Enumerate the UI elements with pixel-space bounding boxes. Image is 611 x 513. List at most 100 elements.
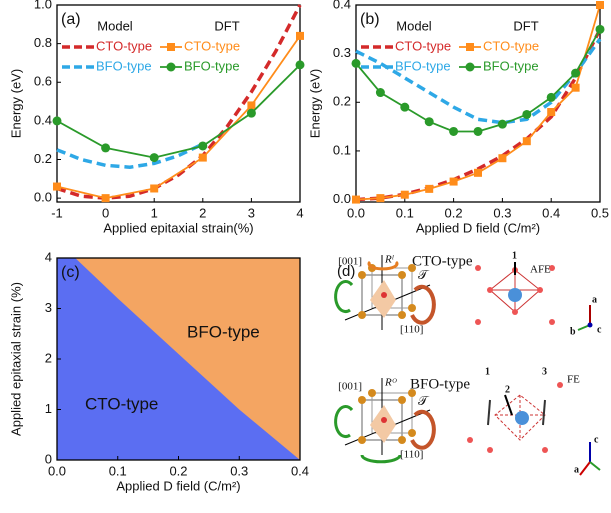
x-axis-label: Applied epitaxial strain(%) (103, 220, 253, 235)
x-tick-label: 3 (248, 205, 255, 220)
legend-header: Model (97, 18, 133, 33)
axis-label: a (592, 294, 597, 305)
panel-label: (d) (337, 263, 355, 280)
x-tick-label: 0.5 (591, 205, 609, 220)
line (355, 38, 602, 125)
marker (449, 126, 459, 136)
y-tick-label: 4 (45, 249, 52, 264)
y-tick-label: 0.8 (34, 35, 52, 50)
y-tick-label: 2 (45, 350, 52, 365)
marker (498, 154, 507, 163)
cto-cube (334, 255, 436, 330)
translation-label: 𝒯 (418, 267, 430, 282)
site-label: 3 (542, 366, 547, 377)
y-tick-label: 1 (45, 401, 52, 416)
x-tick-label: 0.3 (493, 205, 511, 220)
x-tick-label: 0.2 (169, 463, 187, 478)
y-axis-label: Energy (eV) (8, 69, 23, 138)
axis-label: c (597, 324, 602, 335)
panel: 0.0 0.1 0.2 0.3 0.4 0.50.00.10.20.30.4Applied… (307, 0, 609, 235)
legend-label: CTO-type (184, 38, 240, 53)
marker (351, 58, 361, 68)
x-tick-label: 0.4 (542, 205, 560, 220)
axis-label: a (574, 464, 579, 475)
marker (473, 126, 483, 136)
afe-octahedra (475, 262, 593, 331)
x-tick-label: 0 (102, 205, 109, 220)
axis-label: c (594, 434, 599, 445)
x-axis-label: Applied D field (C/m²) (116, 478, 240, 493)
marker (474, 168, 482, 177)
structure-name: CTO-type (412, 253, 473, 269)
legend-label: CTO-type (395, 38, 451, 53)
y-tick-label: 0.0 (333, 191, 351, 206)
x-tick-label: 0.3 (230, 463, 248, 478)
line (56, 142, 204, 169)
y-tick-label: 0.4 (333, 0, 351, 11)
marker (376, 194, 385, 203)
marker (522, 109, 532, 119)
marker (198, 153, 207, 162)
axis-label: b (570, 326, 576, 337)
plot-frame (355, 4, 601, 203)
legend-label: BFO-type (184, 58, 240, 73)
order-label: FE (567, 374, 580, 386)
marker (547, 108, 556, 117)
marker (295, 60, 305, 70)
bfo-cube (334, 378, 436, 464)
legend-label: CTO-type (96, 38, 152, 53)
x-tick-label: 0.1 (109, 463, 127, 478)
x-tick-label: 0.0 (48, 463, 66, 478)
marker (101, 194, 110, 203)
panel-label: (c) (61, 264, 80, 281)
marker (546, 92, 556, 102)
y-tick-label: 0 (45, 451, 52, 466)
x-tick-label: -1 (51, 205, 63, 220)
legend-marker (466, 43, 474, 51)
legend-label: BFO-type (483, 58, 539, 73)
marker (247, 101, 256, 110)
x-tick-label: 0.4 (291, 463, 309, 478)
panel: CTO-type BFO-type 0.0 0.1 0.2 0.3 0.4 0 1 2 3 4 Appl… (8, 249, 309, 493)
structure-name: BFO-type (410, 376, 470, 392)
x-tick-label: 1 (151, 205, 158, 220)
marker (53, 182, 61, 191)
marker (375, 88, 385, 98)
legend-marker (166, 62, 176, 72)
marker (296, 31, 304, 40)
y-tick-label: 3 (45, 300, 52, 315)
site-label: 1 (512, 250, 517, 261)
y-tick-label: 0.2 (34, 151, 52, 166)
marker (150, 184, 159, 193)
panel-label: (b) (360, 11, 380, 28)
site-label: 1 (485, 366, 490, 377)
marker (424, 117, 434, 127)
marker (571, 83, 580, 92)
y-tick-label: 0.1 (333, 142, 351, 157)
legend-header: DFT (513, 18, 538, 33)
y-tick-label: 0.2 (333, 94, 351, 109)
marker (352, 195, 360, 204)
legend-header: Model (396, 18, 432, 33)
x-tick-label: 0.1 (396, 205, 414, 220)
translation-label: 𝒯 (418, 393, 430, 408)
y-axis-label: Energy (eV) (307, 69, 322, 138)
region (57, 258, 300, 460)
y-tick-label: 0.0 (34, 190, 52, 205)
panel-d (334, 255, 601, 476)
y-axis-label: Applied epitaxial strain (%) (8, 282, 23, 436)
y-tick-label: 0.3 (333, 45, 351, 60)
marker (52, 116, 62, 126)
y-tick-label: 0.4 (34, 112, 52, 127)
marker (198, 141, 208, 151)
axis-label: [110] (400, 449, 423, 461)
x-tick-label: 2 (199, 205, 206, 220)
region-label: CTO-type (85, 394, 158, 413)
x-tick-label: 0.0 (347, 205, 365, 220)
x-axis-label: Applied D field (C/m²) (416, 220, 540, 235)
marker (425, 184, 434, 193)
marker (596, 1, 604, 9)
y-tick-label: 0.6 (34, 74, 52, 89)
marker (400, 102, 410, 112)
